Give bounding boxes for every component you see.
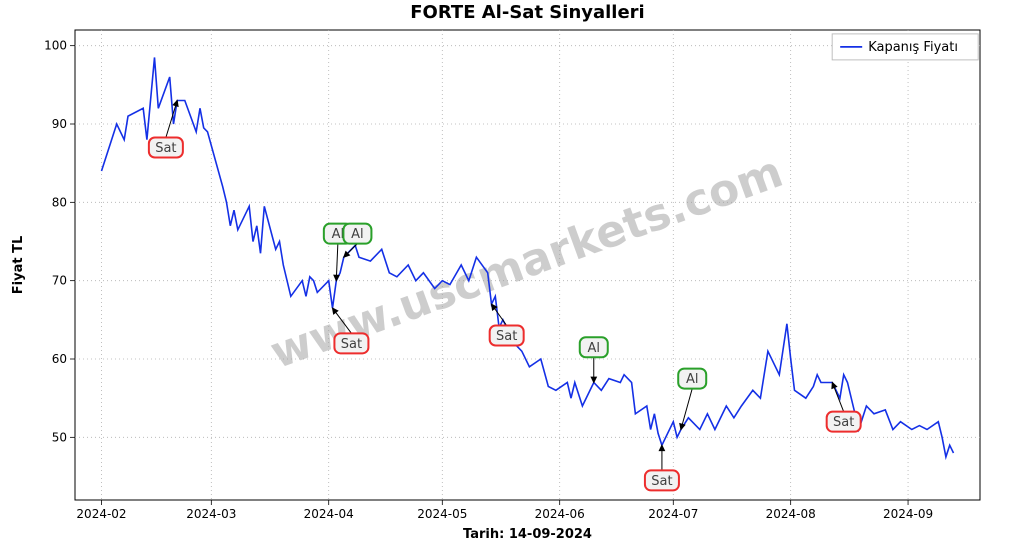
chart-title: FORTE Al-Sat Sinyalleri <box>410 2 644 23</box>
xtick-label: 2024-04 <box>304 507 354 521</box>
ytick-label: 60 <box>52 352 67 366</box>
xtick-label: 2024-05 <box>417 507 467 521</box>
chart-svg: 50 60 70 80 90 100 2024-02 2024-03 2024-04 2024-0… <box>0 0 1012 554</box>
ytick-label: 50 <box>52 430 67 444</box>
xtick-label: 2024-06 <box>535 507 585 521</box>
legend-label: Kapanış Fiyatı <box>868 40 958 55</box>
ytick-label: 90 <box>52 117 67 131</box>
annotation-label: Al <box>588 341 601 356</box>
annotation-arrowhead <box>659 445 664 450</box>
annotation-label: Sat <box>496 329 517 344</box>
annotation-arrowhead <box>591 377 596 382</box>
annotation-label: Sat <box>155 141 176 156</box>
annotation-label: Al <box>351 227 364 242</box>
annotation-arrowhead <box>173 101 178 107</box>
y-axis-label: Fiyat TL <box>11 236 26 294</box>
annotation-arrowhead <box>832 383 837 389</box>
annotation-label: Al <box>332 227 345 242</box>
annotation-arrowhead <box>680 424 685 430</box>
annotation-arrow <box>336 244 337 278</box>
xtick-label: 2024-02 <box>76 507 126 521</box>
ytick-label: 70 <box>52 274 67 288</box>
annotation-arrow <box>493 307 506 326</box>
xtick-label: 2024-07 <box>648 507 698 521</box>
x-axis-label: Tarih: 14-09-2024 <box>463 527 592 542</box>
annotation-label: Al <box>686 372 699 387</box>
chart-container: 50 60 70 80 90 100 2024-02 2024-03 2024-04 2024-0… <box>0 0 1012 554</box>
xtick-label: 2024-09 <box>883 507 933 521</box>
xtick-label: 2024-08 <box>766 507 816 521</box>
annotation-label: Sat <box>341 337 362 352</box>
ytick-label: 80 <box>52 195 67 209</box>
xtick-label: 2024-03 <box>186 507 236 521</box>
annotation-label: Sat <box>651 474 672 489</box>
ytick-label: 100 <box>44 39 67 53</box>
annotation-label: Sat <box>833 415 854 430</box>
